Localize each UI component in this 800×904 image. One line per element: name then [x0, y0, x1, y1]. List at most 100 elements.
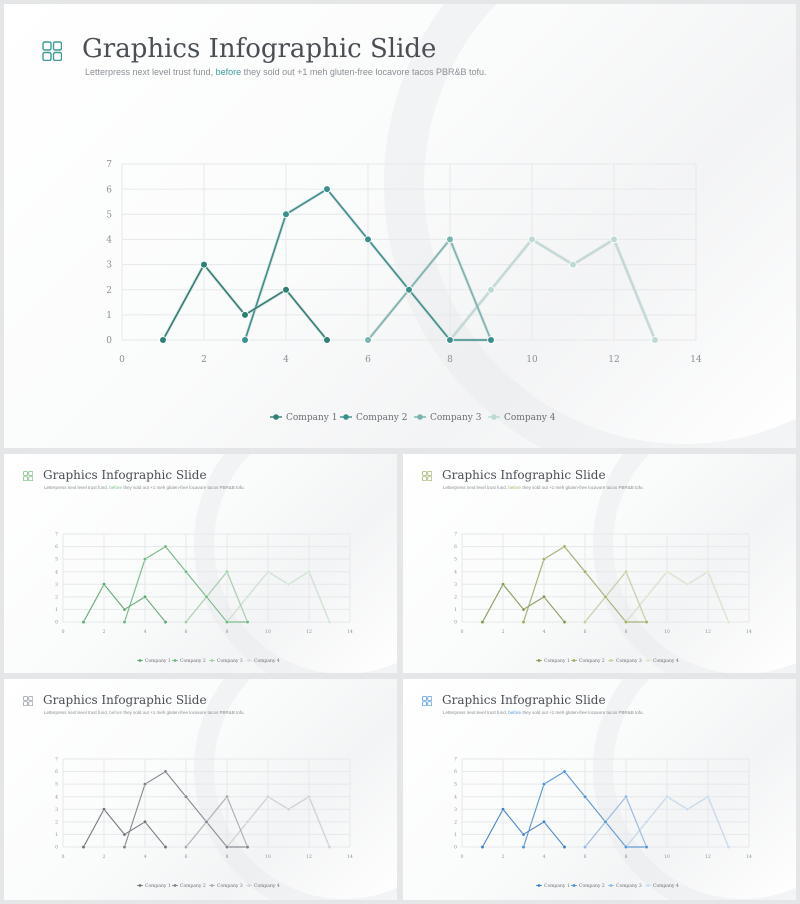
legend-label: Company 2	[356, 413, 407, 423]
subtitle-highlight: before	[215, 67, 242, 77]
legend-item: Company 1	[536, 658, 570, 664]
data-point	[685, 807, 690, 812]
y-tick-label: 1	[454, 607, 457, 613]
legend-item: Company 3	[209, 883, 243, 889]
x-tick-label: 0	[461, 629, 464, 635]
legend-marker-dot	[417, 414, 423, 420]
data-point	[521, 620, 526, 624]
data-point	[225, 620, 229, 624]
legend-label: Company 4	[254, 658, 280, 664]
series-line	[449, 238, 656, 341]
legend-item: Company 4	[645, 883, 679, 889]
legend-marker-dot	[273, 414, 279, 420]
x-tick-label: 6	[584, 854, 587, 860]
data-point	[583, 620, 587, 624]
data-point	[286, 807, 291, 812]
y-tick-label: 1	[55, 832, 58, 838]
data-point	[81, 620, 86, 624]
series-line	[83, 808, 166, 848]
data-point	[323, 185, 331, 193]
legend-marker-dot	[173, 659, 177, 662]
subtitle-highlight: before	[508, 485, 522, 490]
legend-label: Company 1	[286, 413, 337, 423]
legend-label: Company 4	[653, 658, 679, 664]
x-tick-label: 0	[62, 629, 65, 635]
y-tick-label: 1	[55, 607, 58, 613]
series-line	[625, 796, 729, 848]
logo-square	[427, 701, 432, 706]
data-point	[610, 235, 618, 244]
chart-legend: Company 1 Company 2 Company 3 Company 4	[536, 658, 679, 664]
data-point	[102, 807, 106, 812]
series-2	[241, 185, 495, 344]
data-point	[307, 794, 311, 799]
data-point	[143, 594, 147, 599]
series-1	[159, 260, 331, 344]
y-tick-label: 0	[106, 336, 112, 346]
data-point	[501, 807, 505, 812]
legend-marker-dot	[572, 884, 576, 887]
legend-item: Company 1	[536, 883, 570, 889]
series-line-shadow	[82, 583, 167, 623]
data-point	[665, 794, 669, 799]
chart-grid	[121, 163, 697, 341]
legend-item: Company 4	[246, 658, 280, 664]
data-point	[364, 336, 372, 344]
legend-marker-dot	[646, 884, 650, 887]
logo-square	[422, 696, 427, 701]
grid-logo-icon	[23, 696, 33, 706]
x-tick-label: 4	[283, 355, 289, 365]
x-tick-label: 0	[461, 854, 464, 860]
x-tick-label: 10	[526, 355, 538, 365]
legend-label: Company 3	[217, 883, 243, 889]
series-line-shadow	[82, 808, 167, 848]
legend-marker-dot	[173, 884, 177, 887]
legend-marker-dot	[491, 414, 497, 420]
legend-item: Company 1	[137, 658, 171, 664]
series-4	[624, 794, 731, 849]
subtitle-highlight: before	[109, 710, 123, 715]
x-tick-label: 12	[705, 629, 711, 635]
legend-item: Company 3	[608, 658, 642, 664]
data-point	[159, 336, 167, 344]
data-point	[163, 544, 168, 549]
logo-square	[422, 471, 427, 476]
legend-marker-dot	[247, 659, 251, 662]
data-point	[603, 819, 608, 824]
legend-label: Company 3	[430, 413, 482, 423]
logo-square	[23, 696, 28, 701]
slide-subtitle: Letterpress next level trust fund, befor…	[443, 710, 644, 715]
data-point	[323, 336, 331, 344]
data-point	[286, 582, 291, 587]
data-point	[241, 336, 249, 344]
slide-subtitle: Letterpress next level trust fund, befor…	[44, 485, 245, 490]
x-tick-label: 8	[625, 854, 628, 860]
legend-marker-dot	[138, 659, 142, 662]
legend-item: Company 2	[340, 413, 407, 423]
logo-square	[23, 471, 28, 476]
data-point	[665, 569, 669, 574]
legend-marker-dot	[537, 659, 541, 662]
legend-item: Company 1	[137, 883, 171, 889]
y-tick-label: 2	[454, 594, 457, 600]
data-point	[225, 794, 229, 799]
legend-label: Company 4	[254, 883, 280, 889]
data-point	[184, 569, 188, 574]
legend-label: Company 1	[544, 883, 570, 889]
logo-square	[23, 701, 28, 706]
y-tick-label: 6	[55, 769, 58, 775]
data-point	[163, 845, 168, 849]
y-tick-label: 2	[55, 594, 58, 600]
data-point	[644, 594, 649, 599]
thumbnail-slide-olive: Graphics Infographic Slide Letterpress n…	[403, 454, 796, 673]
logo-square	[42, 51, 52, 61]
data-point	[624, 845, 628, 849]
data-point	[446, 235, 454, 244]
subtitle-text-after: they sold out +1 meh gluten-free locavor…	[521, 485, 644, 490]
data-point	[307, 569, 311, 574]
x-tick-label: 2	[502, 854, 505, 860]
